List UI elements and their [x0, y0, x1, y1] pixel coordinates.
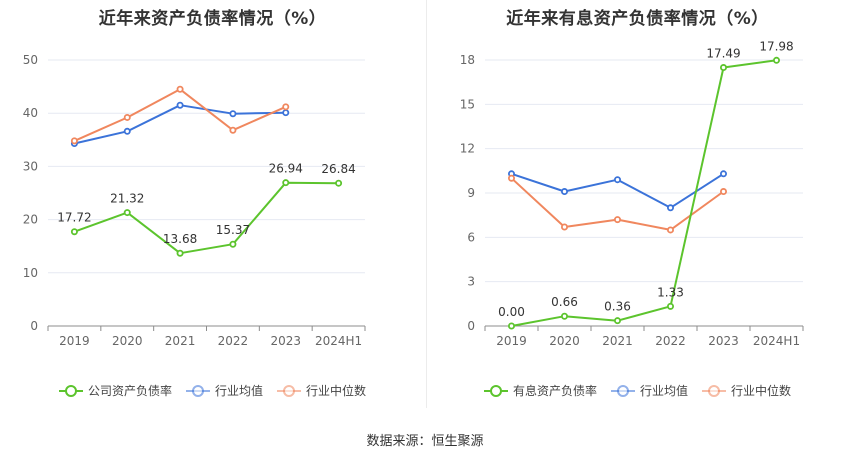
data-label: 26.94 [269, 162, 303, 176]
data-point [508, 174, 516, 182]
data-point [229, 110, 237, 118]
data-label: 0.00 [498, 305, 525, 319]
legend-marker [277, 384, 301, 397]
series-line [73, 88, 287, 142]
chart-plot: 0 10 20 30 40 50 2019 2020 2021 2022 2023 2024H1 17.… [23, 53, 366, 348]
data-label: 13.68 [163, 232, 197, 246]
data-point [613, 216, 621, 224]
chart-title: 近年来资产负债率情况（%） [98, 9, 327, 29]
legend-item[interactable]: 行业均值 [185, 382, 263, 399]
y-tick-label: 10 [23, 266, 38, 280]
data-point [70, 137, 78, 145]
x-tick-label: 2020 [112, 334, 143, 348]
data-label: 17.72 [57, 211, 91, 225]
series-line [74, 104, 286, 145]
x-tick-label: 2023 [708, 334, 739, 348]
legend-label: 行业中位数 [731, 384, 792, 398]
legend-item[interactable]: 行业均值 [610, 382, 688, 399]
legend-marker [58, 384, 83, 397]
x-tick-label: 2022 [218, 334, 249, 348]
data-point [719, 64, 727, 72]
x-tick-label: 2020 [549, 334, 580, 348]
y-tick-label: 0 [30, 319, 38, 333]
x-tick-label: 2021 [165, 334, 196, 348]
y-tick-label: 30 [23, 159, 38, 173]
y-tick-label: 9 [467, 186, 475, 200]
series-line [511, 59, 777, 327]
y-tick-label: 6 [467, 230, 475, 244]
data-point [508, 322, 516, 330]
data-label: 1.33 [657, 285, 684, 299]
data-point [70, 228, 78, 236]
legend-item[interactable]: 公司资产负债率 [58, 382, 172, 399]
y-tick-label: 0 [467, 319, 475, 333]
data-point [613, 176, 621, 184]
y-tick-label: 50 [23, 53, 38, 67]
data-point [123, 209, 131, 217]
data-label: 21.32 [110, 192, 144, 206]
data-point [176, 85, 184, 93]
x-tick-label: 2024H1 [315, 334, 362, 348]
data-point [719, 170, 727, 178]
data-point [560, 312, 568, 320]
y-tick-label: 15 [460, 97, 475, 111]
data-point [282, 109, 290, 117]
data-point [229, 126, 237, 134]
legend-marker [483, 384, 508, 397]
data-point [123, 127, 131, 135]
data-point [176, 101, 184, 109]
x-tick-label: 2024H1 [753, 334, 800, 348]
data-point [719, 188, 727, 196]
data-point [123, 113, 131, 121]
y-tick-label: 20 [23, 213, 38, 227]
data-source-note: 数据来源：恒生聚源 [366, 434, 484, 449]
chart-panel-left: 近年来资产负债率情况（%） 0 10 20 30 40 50 2019 2020 2021 202… [0, 0, 425, 420]
data-label: 0.66 [551, 295, 578, 309]
x-tick-label: 2021 [602, 334, 633, 348]
legend-marker [185, 384, 210, 397]
x-tick-label: 2023 [270, 334, 301, 348]
legend-label: 有息资产负债率 [512, 384, 597, 398]
y-tick-label: 40 [23, 106, 38, 120]
legend-marker [610, 384, 635, 397]
data-label: 26.84 [321, 162, 355, 176]
chart-plot: 0 3 6 9 12 15 18 2019 2020 2021 2022 2023 2024H1 0.00… [460, 39, 804, 348]
x-tick-label: 2022 [655, 334, 686, 348]
data-point [335, 179, 343, 187]
legend-item[interactable]: 行业中位数 [702, 382, 791, 399]
data-label: 15.37 [216, 223, 250, 237]
y-tick-label: 18 [460, 53, 475, 67]
legend-marker [702, 384, 726, 397]
x-tick-label: 2019 [496, 334, 527, 348]
data-point [229, 240, 237, 248]
data-point [282, 179, 290, 187]
data-label: 17.49 [706, 47, 740, 61]
legend-label: 行业均值 [639, 384, 688, 398]
legend-label: 行业均值 [214, 384, 263, 398]
data-point [176, 249, 184, 257]
x-tick-label: 2019 [59, 334, 90, 348]
legend-item[interactable]: 有息资产负债率 [483, 382, 597, 399]
series-line [74, 181, 339, 255]
legend-label: 行业中位数 [306, 384, 367, 398]
y-tick-label: 12 [460, 142, 475, 156]
legend-item[interactable]: 行业中位数 [277, 382, 366, 399]
legend-label: 公司资产负债率 [87, 384, 172, 398]
chart-title: 近年来有息资产负债率情况（%） [506, 9, 769, 29]
data-point [560, 223, 568, 231]
data-point [666, 204, 674, 212]
panel-divider [426, 0, 427, 408]
data-label: 17.98 [759, 39, 793, 53]
data-point [772, 56, 780, 64]
chart-legend: 有息资产负债率 行业均值 行业中位数 [425, 382, 850, 399]
chart-legend: 公司资产负债率 行业均值 行业中位数 [0, 382, 425, 399]
data-point [666, 226, 674, 234]
chart-panel-right: 近年来有息资产负债率情况（%） 0 3 6 9 12 15 18 2019 2020 2021 20… [425, 0, 850, 420]
data-point [560, 188, 568, 196]
data-point [282, 103, 290, 111]
data-point [613, 317, 621, 325]
data-label: 0.36 [604, 300, 631, 314]
y-tick-label: 3 [467, 275, 475, 289]
data-point [666, 302, 674, 310]
